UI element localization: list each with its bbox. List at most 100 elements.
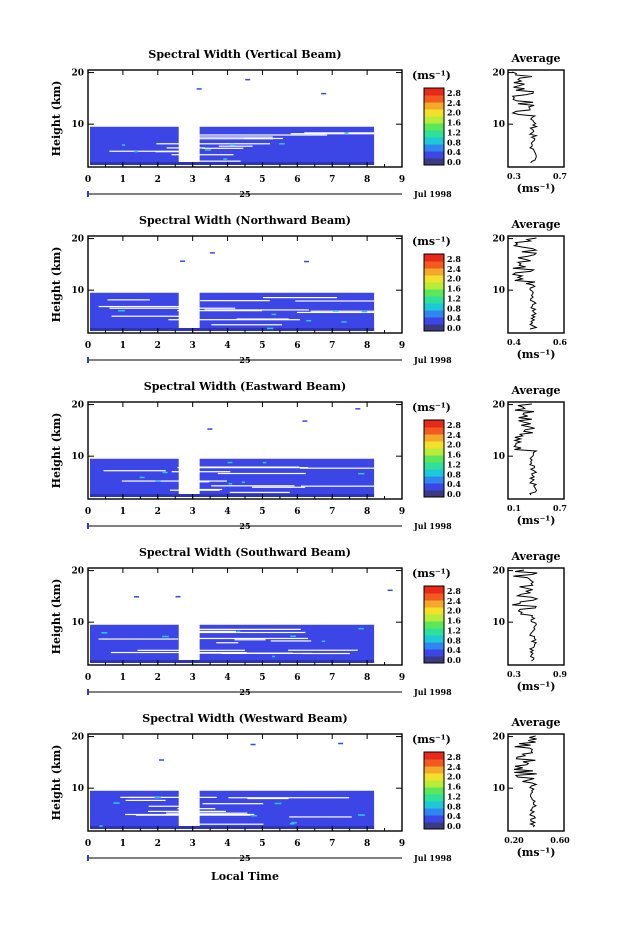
colorbar-frame bbox=[423, 585, 445, 664]
average-panel-2: Average 20 10 0.4 0.6(ms⁻¹) bbox=[492, 218, 567, 361]
heatmap-title: Spectral Width (Westward Beam) bbox=[142, 712, 347, 725]
heatmap-streak bbox=[171, 471, 231, 473]
colorbar-tick-label: 1.2 bbox=[447, 625, 461, 635]
x-tick-label: 7 bbox=[329, 341, 335, 351]
heatmap-speckle bbox=[262, 461, 267, 464]
heatmap-streak bbox=[192, 160, 241, 162]
colorbar-tick-label: 1.2 bbox=[447, 459, 461, 469]
colorbar-segment bbox=[424, 773, 444, 781]
colorbar-tick-label: 0.0 bbox=[447, 323, 461, 333]
heatmap-streak bbox=[166, 147, 206, 149]
y-tick-label: 20 bbox=[71, 567, 84, 577]
heatmap-blip bbox=[196, 88, 202, 90]
heatmap-blip bbox=[250, 743, 256, 746]
heatmap-streak bbox=[252, 486, 306, 488]
x-tick-label: 9 bbox=[399, 673, 405, 683]
colorbar-tick-label: 0.8 bbox=[447, 303, 461, 313]
colorbar-segment bbox=[424, 95, 444, 103]
colorbar-tick-label: 2.8 bbox=[447, 420, 461, 430]
heatmap-streak bbox=[168, 319, 301, 321]
y-axis-label: Height (km) bbox=[50, 81, 63, 157]
average-y-tick-label: 20 bbox=[492, 733, 505, 743]
heatmap-streak bbox=[155, 151, 196, 153]
heatmap-streak bbox=[288, 649, 358, 651]
average-y-tick-label: 10 bbox=[492, 784, 505, 794]
heatmap-block-left bbox=[90, 458, 179, 497]
heatmap-streak bbox=[202, 803, 264, 805]
colorbar-segment bbox=[424, 462, 444, 470]
average-x-tick-label: 0.7 bbox=[553, 503, 567, 513]
heatmap-streak bbox=[110, 651, 247, 654]
date-label: Jul 1998 bbox=[413, 189, 452, 199]
x-tick-label: 3 bbox=[190, 341, 196, 351]
x-tick-label: 9 bbox=[399, 175, 405, 185]
heatmap-block-right bbox=[199, 458, 375, 497]
x-tick-label: 6 bbox=[294, 341, 300, 351]
x-tick-label: 6 bbox=[294, 839, 300, 849]
average-y-tick-label: 10 bbox=[492, 452, 505, 462]
colorbar-segment bbox=[424, 268, 444, 276]
average-profile-line bbox=[513, 735, 538, 828]
panel-2: Spectral Width (Northward Beam) 0 1 2 3 4 5 6 7 8… bbox=[50, 214, 461, 365]
heatmap-streak bbox=[177, 808, 216, 810]
heatmap-streak bbox=[216, 642, 239, 644]
heatmap-streak bbox=[221, 652, 313, 655]
heatmap-streak bbox=[111, 315, 180, 317]
y-tick-label: 10 bbox=[71, 120, 84, 130]
colorbar-tick-label: 2.0 bbox=[447, 274, 461, 284]
date-label: Jul 1998 bbox=[413, 853, 452, 863]
heatmap-speckle bbox=[341, 321, 347, 323]
average-title: Average bbox=[510, 716, 560, 729]
y-axis-label: Height (km) bbox=[50, 579, 63, 655]
x-tick-label: 7 bbox=[329, 839, 335, 849]
average-title: Average bbox=[510, 550, 560, 563]
x-tick-label: 1 bbox=[120, 507, 126, 517]
colorbar-tick-label: 0.4 bbox=[447, 479, 461, 489]
average-y-tick-label: 10 bbox=[492, 286, 505, 296]
heatmap-streak bbox=[236, 318, 289, 320]
average-y-tick-label: 20 bbox=[492, 567, 505, 577]
heatmap-streak bbox=[301, 485, 375, 487]
colorbar-frame bbox=[423, 751, 445, 830]
heatmap-speckle bbox=[274, 802, 282, 805]
colorbar-segment bbox=[424, 434, 444, 442]
y-tick-label: 10 bbox=[71, 286, 84, 296]
colorbar-segment bbox=[424, 275, 444, 283]
colorbar-tick-label: 2.8 bbox=[447, 586, 461, 596]
heatmap-streak bbox=[304, 132, 375, 134]
heatmap-streak bbox=[295, 300, 375, 302]
heatmap-speckle bbox=[223, 158, 228, 160]
average-panel-1: Average 20 10 0.3 0.7(ms⁻¹) bbox=[492, 52, 566, 195]
y-tick-label: 20 bbox=[71, 401, 84, 411]
heatmap-speckle bbox=[204, 149, 211, 151]
heatmap-blip bbox=[303, 260, 309, 263]
heatmap-streak bbox=[125, 813, 255, 816]
colorbar-tick-label: 2.4 bbox=[447, 596, 461, 606]
average-y-tick-label: 20 bbox=[492, 235, 505, 245]
average-x-label: (ms⁻¹) bbox=[517, 680, 556, 693]
x-tick-label: 3 bbox=[190, 673, 196, 683]
heatmap-streak bbox=[183, 823, 264, 825]
colorbar-tick-label: 0.8 bbox=[447, 635, 461, 645]
colorbar-segment bbox=[424, 752, 444, 760]
colorbar-segment bbox=[424, 614, 444, 622]
heatmap-streak bbox=[181, 630, 236, 632]
heatmap-speckle bbox=[306, 319, 312, 322]
colorbar-segment bbox=[424, 766, 444, 774]
heatmap-streak bbox=[202, 147, 244, 149]
heatmap-title: Spectral Width (Vertical Beam) bbox=[148, 48, 341, 61]
heatmap-streak bbox=[98, 638, 179, 640]
x-tick-label: 9 bbox=[399, 839, 405, 849]
heatmap-streak bbox=[109, 150, 190, 152]
panel-1: Spectral Width (Vertical Beam) 0 1 2 3 4 5 6 7 8 9… bbox=[50, 48, 461, 199]
heatmap-streak bbox=[137, 649, 245, 651]
x-tick-label: 7 bbox=[329, 673, 335, 683]
day-label: 25 bbox=[239, 355, 250, 365]
average-x-tick-label: 0.20 bbox=[504, 835, 524, 845]
heatmap-streak bbox=[289, 816, 352, 818]
colorbar-unit: (ms⁻¹) bbox=[412, 235, 451, 248]
colorbar-tick-label: 2.4 bbox=[447, 430, 461, 440]
colorbar-segment bbox=[424, 815, 444, 823]
average-frame bbox=[507, 401, 565, 500]
colorbar-segment bbox=[424, 88, 444, 96]
